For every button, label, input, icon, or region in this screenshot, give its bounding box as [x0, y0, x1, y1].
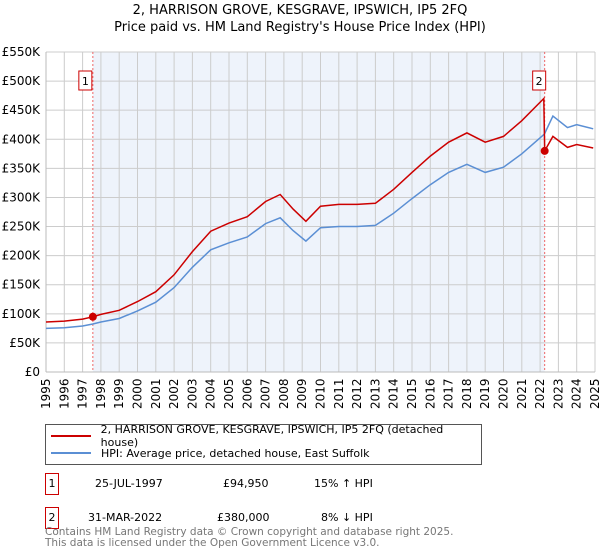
x-tick-label: 2018 — [460, 378, 474, 409]
footer-line-2: This data is licensed under the Open Gov… — [45, 537, 380, 549]
x-tick-label: 2016 — [423, 378, 437, 409]
x-tick-label: 2021 — [515, 378, 529, 409]
y-tick-label: £150K — [2, 278, 42, 292]
y-tick-label: £0 — [25, 365, 40, 379]
sale-point — [540, 146, 549, 155]
hpi-line — [45, 114, 594, 330]
legend-label: HPI: Average price, detached house, East… — [101, 446, 370, 460]
x-tick-label: 2025 — [588, 378, 600, 409]
x-tick-label: 2004 — [204, 378, 218, 409]
legend: 2, HARRISON GROVE, KESGRAVE, IPSWICH, IP… — [45, 423, 482, 465]
x-tick-label: 2013 — [368, 378, 382, 409]
sale-hpi: 8% ↓ HPI — [321, 511, 373, 524]
sale-label-box — [78, 70, 93, 91]
x-tick-label: 2007 — [259, 378, 273, 409]
ownership-shading — [92, 52, 545, 372]
legend-item-hpi: HPI: Average price, detached house, East… — [51, 445, 370, 461]
sale-label: 1 — [82, 75, 89, 88]
x-tick-label: 2001 — [149, 378, 163, 409]
legend-swatch-blue — [51, 452, 91, 454]
footer: Contains HM Land Registry data © Crown c… — [45, 527, 453, 549]
x-tick-label: 2014 — [387, 378, 401, 409]
x-tick-label: 1999 — [112, 378, 126, 409]
x-tick-label: 2017 — [442, 378, 456, 409]
x-tick-label: 2019 — [478, 378, 492, 409]
price-chart: 1995 1996 1997 1998 1999 2000 2001 2002 2003 2004… — [2, 45, 600, 409]
chart-title: 2, HARRISON GROVE, KESGRAVE, IPSWICH, IP… — [132, 3, 468, 18]
sale-row-2: 2 31-MAR-2022 £380,000 8% ↓ HPI — [45, 507, 545, 529]
x-tick-label: 1995 — [39, 378, 53, 409]
y-tick-label: £250K — [2, 220, 42, 234]
sale-price: £380,000 — [217, 511, 270, 524]
x-tick-label: 1997 — [76, 378, 90, 409]
x-tick-label: 2003 — [185, 378, 199, 409]
x-tick-label: 2020 — [497, 378, 511, 409]
legend-swatch-red — [51, 435, 91, 437]
sale-row-1: 1 25-JUL-1997 £94,950 15% ↑ HPI — [45, 473, 545, 495]
x-tick-label: 2006 — [240, 378, 254, 409]
y-tick-label: £400K — [2, 132, 42, 146]
x-tick-label: 2009 — [295, 378, 309, 409]
sale-marker: 1 — [45, 473, 59, 495]
sale-hpi: 15% ↑ HPI — [314, 477, 373, 490]
x-tick-label: 2005 — [222, 378, 236, 409]
footer-line-1: Contains HM Land Registry data © Crown c… — [45, 526, 454, 538]
x-tick-label: 1998 — [94, 378, 108, 409]
x-tick-label: 2002 — [167, 378, 181, 409]
legend-label: 2, HARRISON GROVE, KESGRAVE, IPSWICH, IP… — [100, 423, 444, 449]
x-tick-label: 2011 — [332, 378, 346, 409]
y-tick-label: £550K — [2, 45, 42, 59]
y-tick-label: £500K — [2, 74, 42, 88]
sale-price: £94,950 — [223, 477, 269, 490]
y-tick-label: £450K — [2, 103, 42, 117]
x-tick-label: 2024 — [570, 378, 584, 409]
x-tick-label: 2010 — [314, 378, 328, 409]
y-tick-label: £300K — [2, 190, 42, 204]
sale-date: 31-MAR-2022 — [88, 511, 163, 524]
chart-subtitle: Price paid vs. HM Land Registry's House … — [114, 20, 486, 35]
y-tick-label: £200K — [2, 249, 42, 263]
x-tick-label: 1996 — [57, 378, 71, 409]
sale-label-box — [532, 70, 547, 91]
x-tick-label: 2000 — [131, 378, 145, 409]
y-tick-label: £350K — [2, 161, 42, 175]
y-tick-label: £100K — [2, 307, 42, 321]
x-tick-label: 2022 — [533, 378, 547, 409]
y-tick-label: £50K — [9, 336, 41, 350]
x-tick-label: 2012 — [350, 378, 364, 409]
property-price-line — [45, 96, 594, 323]
x-tick-label: 2023 — [551, 378, 565, 409]
x-tick-label: 2008 — [277, 378, 291, 409]
x-tick-label: 2015 — [405, 378, 419, 409]
sale-label: 2 — [536, 75, 543, 88]
sale-date: 25-JUL-1997 — [95, 477, 163, 490]
sale-point — [88, 312, 97, 321]
sale-marker: 2 — [45, 507, 59, 529]
legend-item-property: 2, HARRISON GROVE, KESGRAVE, IPSWICH, IP… — [51, 423, 481, 449]
